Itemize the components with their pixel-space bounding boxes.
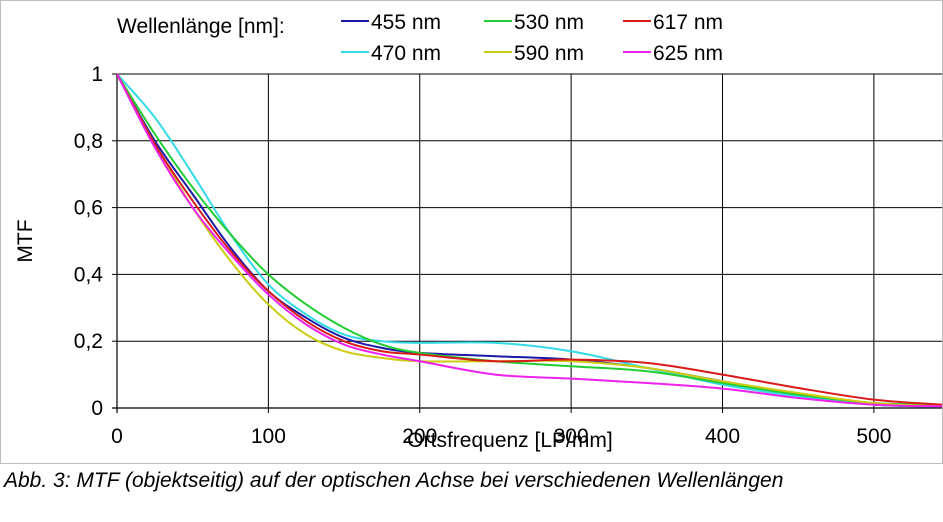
y-tick-label: 0 xyxy=(91,397,103,420)
x-axis-label: Ortsfrequenz [LP/mm] xyxy=(407,429,612,452)
grid xyxy=(117,73,942,408)
series-line-530-nm xyxy=(117,73,942,406)
y-tick-label: 1 xyxy=(91,63,103,86)
x-tick-label: 500 xyxy=(856,425,891,448)
x-tick-label: 400 xyxy=(705,425,740,448)
series-line-470-nm xyxy=(117,73,942,408)
x-tick-label: 0 xyxy=(111,425,123,448)
mtf-chart: 0 100 200 300 400 500 0 0,2 0,4 0,6 0,8 1 Wellenlän… xyxy=(14,11,942,452)
axes xyxy=(112,73,942,413)
legend-entry: 530 nm xyxy=(514,11,584,34)
figure-caption: Abb. 3: MTF (objektseitig) auf der optis… xyxy=(4,469,784,492)
legend-entry: 470 nm xyxy=(371,42,441,65)
x-tick-label: 200 xyxy=(402,425,437,448)
legend-entry: 455 nm xyxy=(371,11,441,34)
y-tick-label: 0,6 xyxy=(74,197,103,220)
y-axis-label: MTF xyxy=(14,219,37,262)
series-line-625-nm xyxy=(117,73,942,408)
y-tick-label: 0,4 xyxy=(74,263,104,286)
legend-entry: 617 nm xyxy=(653,11,723,34)
legend-entry: 625 nm xyxy=(653,42,723,65)
series-line-617-nm xyxy=(117,73,942,406)
legend: Wellenlänge [nm]: 455 nm 470 nm 530 nm 590 … xyxy=(117,11,723,65)
series-lines xyxy=(117,73,942,408)
series-line-455-nm xyxy=(117,73,942,408)
legend-entry: 590 nm xyxy=(514,42,584,65)
legend-title: Wellenlänge [nm]: xyxy=(117,15,285,38)
y-tick-label: 0,8 xyxy=(74,130,103,153)
x-tick-label: 100 xyxy=(251,425,286,448)
y-tick-label: 0,2 xyxy=(74,330,103,353)
x-tick-label: 300 xyxy=(554,425,589,448)
chart-frame: 0 100 200 300 400 500 0 0,2 0,4 0,6 0,8 1 Wellenlän… xyxy=(0,0,943,464)
series-line-590-nm xyxy=(117,73,942,408)
tick-labels: 0 100 200 300 400 500 0 0,2 0,4 0,6 0,8 1 xyxy=(74,63,892,448)
